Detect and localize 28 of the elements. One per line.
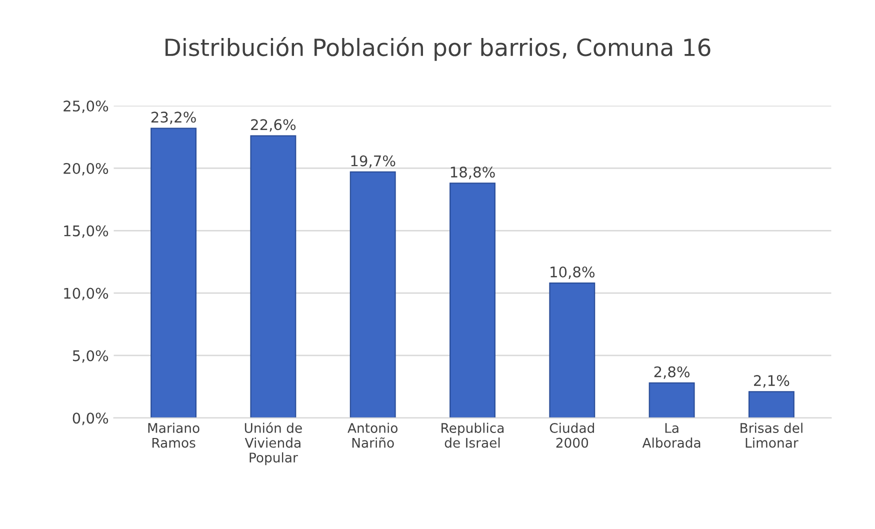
data-label: 10,8% <box>550 266 595 279</box>
x-tick-label: Ciudad 2000 <box>550 422 594 448</box>
bar <box>250 135 296 418</box>
x-tick-label: Unión de Vivienda Popular <box>244 422 302 466</box>
y-tick-label: 15,0% <box>64 225 108 238</box>
bar <box>648 382 695 418</box>
data-label: 2,8% <box>654 366 690 379</box>
x-tick-label: Brisas del Limonar <box>740 422 802 448</box>
y-tick-label: 20,0% <box>64 162 108 176</box>
y-tick-label: 10,0% <box>64 288 108 300</box>
bar <box>549 282 596 418</box>
data-label: 19,7% <box>351 155 396 168</box>
x-tick-label: Mariano Ramos <box>148 422 200 448</box>
bar <box>450 182 496 418</box>
data-label: 22,6% <box>251 119 296 132</box>
bar <box>350 171 396 418</box>
x-tick-label: La Alborada <box>642 423 700 448</box>
y-tick-label: 0,0% <box>72 412 108 426</box>
bar <box>150 128 197 418</box>
bar <box>748 391 794 418</box>
x-tick-label: Antonio Nariño <box>348 422 398 448</box>
y-tick-label: 25,0% <box>64 100 108 114</box>
chart-title: Distribución Población por barrios, Comuna 16 <box>166 37 710 61</box>
y-tick-label: 5,0% <box>72 350 108 363</box>
x-tick-label: Republica de Israel <box>442 422 504 448</box>
data-label: 18,8% <box>450 166 495 180</box>
data-label: 2,1% <box>754 375 790 388</box>
data-label: 23,2% <box>151 112 196 124</box>
